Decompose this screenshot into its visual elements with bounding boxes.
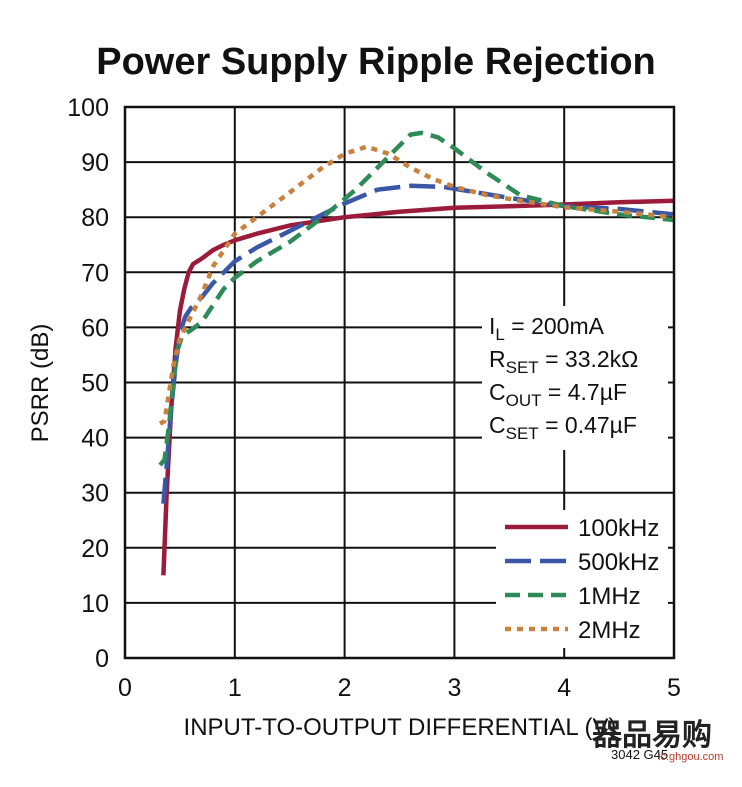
series-line-100khz xyxy=(161,198,675,576)
annotation-value: = 33.2kΩ xyxy=(539,346,639,372)
legend-label: 100kHz xyxy=(578,515,659,542)
series-line-1mhz xyxy=(158,130,675,467)
annotation-subscript: OUT xyxy=(506,391,542,410)
y-tick-label: 40 xyxy=(81,425,109,453)
annotation-symbol: C xyxy=(489,379,506,405)
x-tick-label: 5 xyxy=(667,674,681,702)
figure-id: 3042 G45 xyxy=(611,747,668,762)
annotation-subscript: SET xyxy=(506,358,539,377)
x-tick-label: 1 xyxy=(228,674,242,702)
annotation-line: CSET = 0.47µF xyxy=(489,412,637,443)
series-line-2mhz xyxy=(158,144,675,426)
y-tick-label: 100 xyxy=(67,94,109,122)
legend-label: 2MHz xyxy=(578,617,641,644)
annotation-symbol: C xyxy=(489,412,506,438)
annotation-line: COUT = 4.7µF xyxy=(489,379,627,410)
annotation-value: = 4.7µF xyxy=(542,379,628,405)
watermark-logo: 器品易购 xyxy=(591,719,712,752)
legend-label: 1MHz xyxy=(578,583,641,610)
annotation-symbol: I xyxy=(489,313,495,339)
annotation-line: IL = 200mA xyxy=(489,313,605,344)
watermark-url: ic.ghgou.com xyxy=(658,751,723,763)
y-tick-label: 50 xyxy=(81,370,109,398)
annotation-background xyxy=(482,306,668,450)
legend: 100kHz 500kHz 1MHz 2MHz xyxy=(496,510,668,648)
annotation-subscript: L xyxy=(495,325,504,344)
annotation-line: RSET = 33.2kΩ xyxy=(489,346,638,377)
y-tick-label: 70 xyxy=(81,259,109,287)
x-tick-label: 2 xyxy=(338,674,352,702)
y-tick-label: 90 xyxy=(81,149,109,177)
annotation-value: = 200mA xyxy=(505,313,605,339)
x-tick-label: 0 xyxy=(118,674,132,702)
y-tick-label: 10 xyxy=(81,590,109,618)
y-tick-labels: 0 10 20 30 40 50 60 70 80 90 100 xyxy=(67,94,109,673)
annotation-subscript: SET xyxy=(506,424,539,443)
legend-background xyxy=(496,510,668,648)
chart-title: Power Supply Ripple Rejection xyxy=(96,41,656,83)
y-tick-label: 80 xyxy=(81,204,109,232)
y-tick-label: 0 xyxy=(95,645,109,673)
x-tick-label: 3 xyxy=(447,674,461,702)
y-tick-label: 20 xyxy=(81,535,109,563)
series-lines xyxy=(158,130,675,576)
plot-frame xyxy=(123,105,676,660)
annotation-value: = 0.47µF xyxy=(539,412,637,438)
y-tick-label: 30 xyxy=(81,480,109,508)
y-axis-label: PSRR (dB) xyxy=(27,324,54,443)
y-tick-label: 60 xyxy=(81,314,109,342)
x-tick-label: 4 xyxy=(557,674,571,702)
x-tick-labels: 0 1 2 3 4 5 xyxy=(118,674,681,702)
annotation-symbol: R xyxy=(489,346,506,372)
legend-label: 500kHz xyxy=(578,549,659,576)
x-axis-label: INPUT-TO-OUTPUT DIFFERENTIAL (V) xyxy=(184,714,617,741)
